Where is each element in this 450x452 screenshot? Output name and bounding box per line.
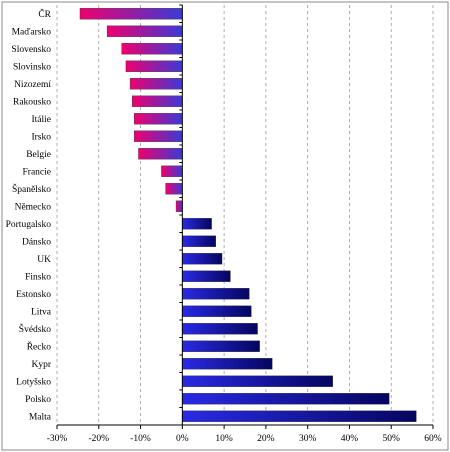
category-label: UK	[37, 255, 51, 265]
category-label: Dánsko	[22, 238, 51, 248]
category-label: Řecko	[27, 341, 52, 353]
x-tick-label: 20%	[257, 434, 275, 444]
grid-lines	[56, 5, 434, 425]
bar	[134, 130, 183, 142]
bar	[138, 148, 183, 160]
category-label: Irsko	[31, 133, 51, 143]
category-label: Belgie	[26, 150, 51, 160]
category-label: Francie	[23, 168, 52, 178]
x-tick-labels: -30% -20% -10% 0% 10% 20% 30% 40% 50% 60%	[47, 434, 442, 444]
bar	[182, 288, 250, 300]
bar	[182, 393, 390, 405]
x-tick-label: -30%	[47, 434, 68, 444]
bar	[79, 8, 183, 20]
x-tick-label: 40%	[341, 434, 359, 444]
category-label: Maďarsko	[12, 28, 52, 38]
bar	[182, 253, 223, 265]
x-tick-label: -20%	[88, 434, 109, 444]
bar	[182, 375, 333, 387]
bar	[182, 323, 258, 335]
category-label: Finsko	[25, 273, 51, 283]
category-label: Malta	[29, 413, 52, 423]
bar	[182, 410, 417, 422]
x-tick-label: 50%	[383, 434, 401, 444]
category-label: Německo	[15, 203, 52, 213]
bar	[129, 78, 183, 90]
bar	[161, 165, 183, 177]
bar	[182, 305, 252, 317]
category-labels: ČR Maďarsko Slovensko Slovinsko Nizozemí Rako…	[6, 8, 52, 423]
category-label: Lotyšsko	[16, 378, 51, 388]
bar	[106, 25, 183, 37]
x-tick-label: 0%	[176, 434, 189, 444]
bar	[182, 270, 231, 282]
category-label: Slovensko	[11, 45, 51, 55]
category-label: Kypr	[31, 360, 51, 370]
bar	[182, 358, 273, 370]
bar	[182, 235, 216, 247]
bar	[182, 340, 260, 352]
axes	[56, 4, 434, 429]
bar	[131, 95, 183, 107]
bar	[125, 60, 183, 72]
bar	[165, 183, 183, 195]
bar	[175, 200, 183, 212]
x-tick-label: 10%	[215, 434, 233, 444]
category-label: Portugalsko	[6, 220, 52, 230]
x-tick-label: 60%	[424, 434, 442, 444]
category-label: Rakousko	[13, 98, 51, 108]
x-tick-label: -10%	[130, 434, 151, 444]
category-label: Nizozemí	[14, 80, 51, 90]
category-label: Itálie	[31, 115, 51, 125]
category-label: Estonsko	[16, 290, 51, 300]
category-label: ČR	[38, 8, 51, 20]
bar	[182, 218, 212, 230]
category-label: Španělsko	[12, 183, 51, 195]
bar	[121, 43, 183, 55]
category-label: Litva	[31, 308, 52, 318]
bar	[134, 113, 183, 125]
category-label: Slovinsko	[13, 63, 51, 73]
category-label: Švédsko	[19, 323, 51, 335]
category-label: Polsko	[25, 395, 51, 405]
x-tick-label: 30%	[299, 434, 317, 444]
